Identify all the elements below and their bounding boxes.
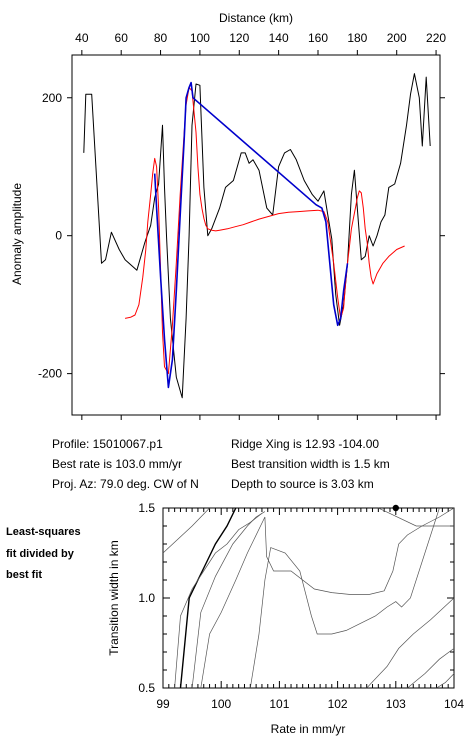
contour-line xyxy=(162,507,210,554)
bottom-x-axis-label: Rate in mm/yr xyxy=(271,722,346,736)
info-ridge-xing: Ridge Xing is 12.93 -104.00 xyxy=(231,437,379,451)
width-tick-label: 0.5 xyxy=(138,681,155,695)
least-squares-line-3: best fit xyxy=(6,569,42,581)
anomaly-profile-plot: Distance (km) Anomaly amplitude 40 60 80 10… xyxy=(10,11,446,420)
y-tick-label: 200 xyxy=(42,91,62,105)
contour-line xyxy=(174,513,263,689)
contour-line xyxy=(407,648,455,689)
contour-lines xyxy=(162,504,455,689)
info-best-rate: Best rate is 103.0 mm/yr xyxy=(52,457,182,471)
width-tick-label: 1.5 xyxy=(138,501,155,515)
observed-profile-line xyxy=(83,73,431,399)
contour-line xyxy=(436,673,455,689)
y-tick-label: -200 xyxy=(38,367,62,381)
top-plot-frame xyxy=(71,54,441,416)
top-x-tick-label: 40 xyxy=(75,31,89,45)
top-x-tick-label: 200 xyxy=(387,31,407,45)
top-x-tick-label: 180 xyxy=(347,31,367,45)
profile-info-block: Profile: 15010067.p1 Best rate is 103.0 … xyxy=(52,437,390,491)
rate-tick-label: 100 xyxy=(211,697,231,711)
misfit-contour-plot: Rate in mm/yr Transition width in km 99 1… xyxy=(107,501,464,736)
top-x-tick-label: 80 xyxy=(154,31,168,45)
top-x-tick-label: 100 xyxy=(190,31,210,45)
info-profile: Profile: 15010067.p1 xyxy=(52,437,163,451)
contour-line xyxy=(191,511,266,689)
info-proj-az: Proj. Az: 79.0 deg. CW of N xyxy=(52,477,199,491)
rate-tick-label: 99 xyxy=(156,697,170,711)
contour-line xyxy=(200,507,455,689)
rate-tick-label: 102 xyxy=(328,697,348,711)
rate-tick-label: 104 xyxy=(444,697,464,711)
top-series-lines xyxy=(83,73,431,399)
y-tick-label: 0 xyxy=(55,229,62,243)
info-depth-to-source: Depth to source is 3.03 km xyxy=(231,477,374,491)
top-x-tick-label: 220 xyxy=(426,31,446,45)
top-x-tick-label: 120 xyxy=(229,31,249,45)
info-transition-width: Best transition width is 1.5 km xyxy=(231,457,390,471)
top-x-tick-label: 160 xyxy=(308,31,328,45)
least-squares-label: Least-squares fit divided by best fit xyxy=(6,526,81,581)
contour-line xyxy=(249,507,440,689)
contour-line xyxy=(378,507,454,527)
top-x-tick-label: 60 xyxy=(115,31,129,45)
model-profile-line xyxy=(124,86,405,375)
least-squares-line-2: fit divided by xyxy=(6,548,75,560)
least-squares-line-1: Least-squares xyxy=(6,526,81,538)
contour-line xyxy=(366,597,455,689)
top-x-tick-label: 140 xyxy=(269,31,289,45)
contour-line xyxy=(179,507,237,689)
rate-tick-label: 101 xyxy=(269,697,289,711)
bottom-axis-ticks: 99 100 101 102 103 104 1.5 1.0 0.5 xyxy=(138,501,464,711)
best-fit-marker xyxy=(392,504,399,512)
top-y-axis-label: Anomaly amplitude xyxy=(10,183,24,285)
width-tick-label: 1.0 xyxy=(138,591,155,605)
top-axis-ticks: 40 60 80 100 120 140 160 180 200 220 200 0 -200 xyxy=(38,31,446,420)
bottom-y-axis-label: Transition width in km xyxy=(107,540,121,656)
fitted-segment-line xyxy=(153,81,349,389)
top-x-axis-label: Distance (km) xyxy=(219,11,293,25)
rate-tick-label: 103 xyxy=(386,697,406,711)
